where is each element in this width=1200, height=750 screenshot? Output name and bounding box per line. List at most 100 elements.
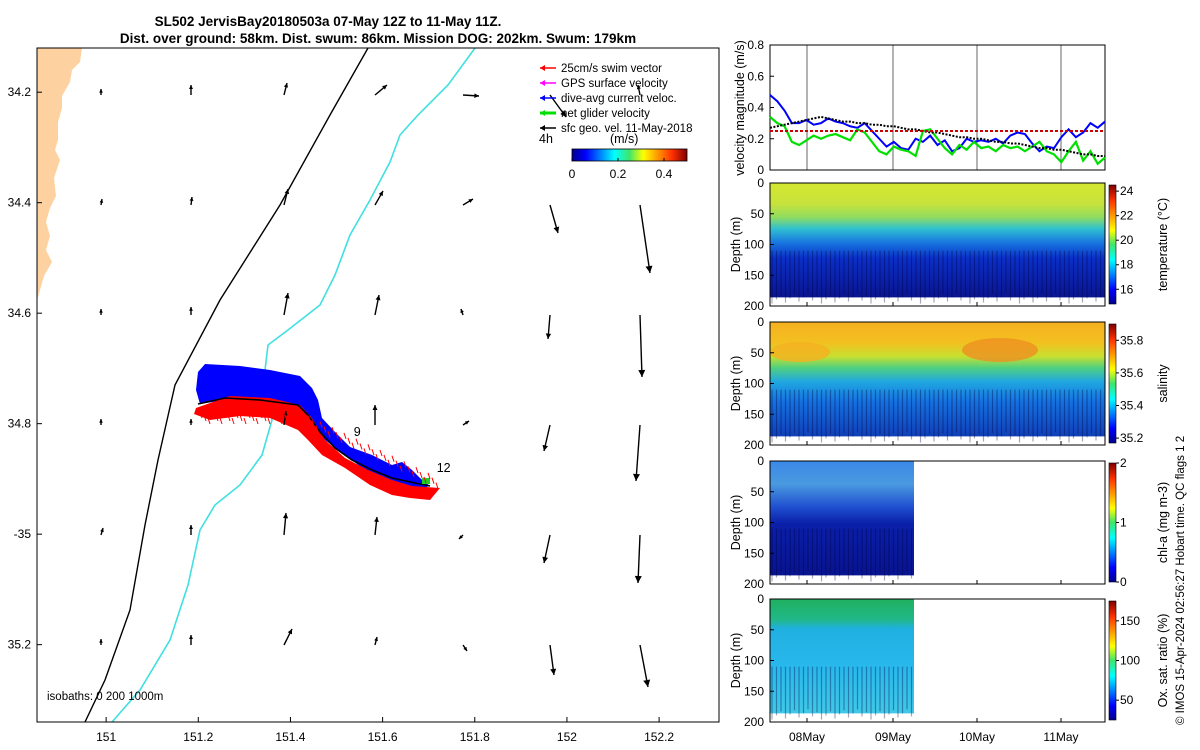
- velocity-ytick: 0.8: [747, 38, 764, 52]
- velocity-arrow: [99, 419, 103, 425]
- velocity-arrow: [189, 85, 193, 95]
- velocity-arrow: [100, 527, 104, 536]
- swim-vector-hair: [315, 425, 319, 432]
- depth-tick: 150: [744, 407, 764, 421]
- time-tick: 11May: [1043, 730, 1078, 744]
- swim-vector-hair: [383, 454, 387, 462]
- swim-vector-hair: [331, 427, 335, 434]
- depth-colorbar-tick: 150: [1120, 614, 1140, 628]
- velocity-arrow: [633, 424, 641, 482]
- velocity-arrow: [462, 93, 480, 99]
- velocity-arrow: [99, 309, 103, 315]
- velocity-ytick: 0.2: [747, 132, 764, 146]
- velocity-arrow: [545, 314, 552, 340]
- depth-colorbar: [1108, 462, 1117, 583]
- velocity-arrow: [283, 82, 289, 96]
- time-tick: 10May: [959, 730, 995, 744]
- title-line-1: SL502 JervisBay20180503a 07-May 12Z to 1…: [155, 14, 502, 29]
- swim-vector-hair: [259, 411, 263, 419]
- depth-tick: 0: [757, 592, 764, 606]
- footer-text: © IMOS 15-Apr-2024 02:56:27 Hobart time.…: [1175, 436, 1187, 725]
- velocity-arrow: [283, 628, 293, 646]
- swim-vector-hair: [255, 417, 259, 425]
- velocity-arrow: [462, 644, 468, 652]
- depth-colorbar-tick: 0: [1120, 575, 1127, 589]
- velocity-arrow: [189, 196, 194, 206]
- swim-vector-hair: [271, 411, 275, 419]
- swim-vector-hair: [407, 466, 411, 473]
- depth-tick: 100: [744, 516, 764, 530]
- swim-vector-hair: [247, 411, 251, 419]
- depth-panel: 0 50 100 150 200 Depth (m) 35.2 35.4 35.6 35.8 sal…: [729, 315, 1170, 452]
- map-ytick-label: 34.2: [8, 85, 32, 99]
- swim-vector-hair: [347, 437, 351, 444]
- velocity-arrow: [374, 294, 381, 316]
- depth-tick: 100: [744, 377, 764, 391]
- swim-vector-hair: [427, 472, 431, 479]
- depth-tick: 150: [744, 546, 764, 560]
- velocity-arrow: [99, 198, 104, 206]
- velocity-arrow: [460, 308, 464, 316]
- swim-vector-hair: [227, 414, 231, 422]
- swim-vector-hair: [319, 421, 323, 428]
- velocity-series-line: [769, 115, 1105, 157]
- time-tick: 08May: [789, 730, 825, 744]
- swim-vector-hair: [283, 411, 287, 419]
- map-ytick-label: 34.8: [8, 417, 32, 431]
- time-axis: 08May 09May 10May 11May: [789, 730, 1079, 744]
- velocity-arrow: [374, 636, 378, 646]
- velocity-arrow: [542, 534, 551, 564]
- swim-vector-hair: [431, 477, 435, 484]
- velocity-arrow: [462, 420, 470, 426]
- swim-vector-hair: [263, 414, 267, 422]
- depth-colorbar-tick: 1: [1120, 516, 1127, 530]
- swim-vector-hair: [203, 414, 207, 422]
- velocity-arrow: [374, 516, 379, 536]
- velocity-arrow: [458, 534, 464, 540]
- depth-ylabel: Depth (m): [729, 495, 743, 551]
- map-xtick-label: 152: [557, 730, 577, 744]
- depth-tick: 0: [757, 315, 764, 329]
- swim-vector-hair: [355, 438, 359, 445]
- swim-vector-hair: [363, 448, 367, 455]
- depth-tick: 150: [744, 684, 764, 698]
- swim-vector-hair: [395, 460, 399, 467]
- velocity-series-line: [769, 94, 1106, 153]
- swim-vector-hair: [435, 482, 439, 489]
- depth-tick: 100: [744, 654, 764, 668]
- depth-colorbar-tick: 18: [1120, 258, 1134, 272]
- swim-vector-hair: [335, 431, 339, 439]
- velocity-arrow: [99, 89, 103, 95]
- map-xtick-label: 151: [96, 730, 116, 744]
- depth-tick: 50: [751, 623, 765, 637]
- depth-colorbar: [1108, 323, 1117, 444]
- section-field: [770, 183, 1105, 298]
- map-ytick-label: 34.6: [8, 306, 32, 320]
- depth-ylabel: Depth (m): [729, 633, 743, 689]
- map-ytick-label: -35: [14, 527, 32, 541]
- map-colorbar-tick: 0.2: [610, 167, 627, 181]
- swim-vector-hair: [379, 449, 383, 457]
- swim-vector-hair: [279, 417, 283, 425]
- velocity-ytick: 0: [757, 163, 764, 177]
- swim-vector-hair: [311, 420, 315, 427]
- swim-vector-hair: [307, 415, 311, 422]
- velocity-arrow: [634, 534, 642, 584]
- legend-entry: dive-avg current veloc.: [540, 93, 677, 105]
- map-colorbar-tick: 0.4: [656, 167, 673, 181]
- swim-vector-hair: [415, 466, 419, 474]
- depth-tick: 100: [744, 238, 764, 252]
- swim-vector-hair: [359, 443, 363, 450]
- velocity-arrow: [189, 307, 193, 315]
- salinity-max-patch: [770, 342, 830, 362]
- velocity-arrow: [549, 644, 557, 676]
- isobath-200m: [84, 48, 369, 722]
- swim-vector-hair: [239, 414, 243, 422]
- swim-vector-hair: [267, 417, 271, 425]
- swim-vector-hair: [219, 417, 223, 425]
- swim-vector-hair: [423, 476, 427, 484]
- swim-vector-hair: [275, 414, 279, 422]
- velocity-arrow: [639, 204, 653, 274]
- section-field: [770, 461, 915, 576]
